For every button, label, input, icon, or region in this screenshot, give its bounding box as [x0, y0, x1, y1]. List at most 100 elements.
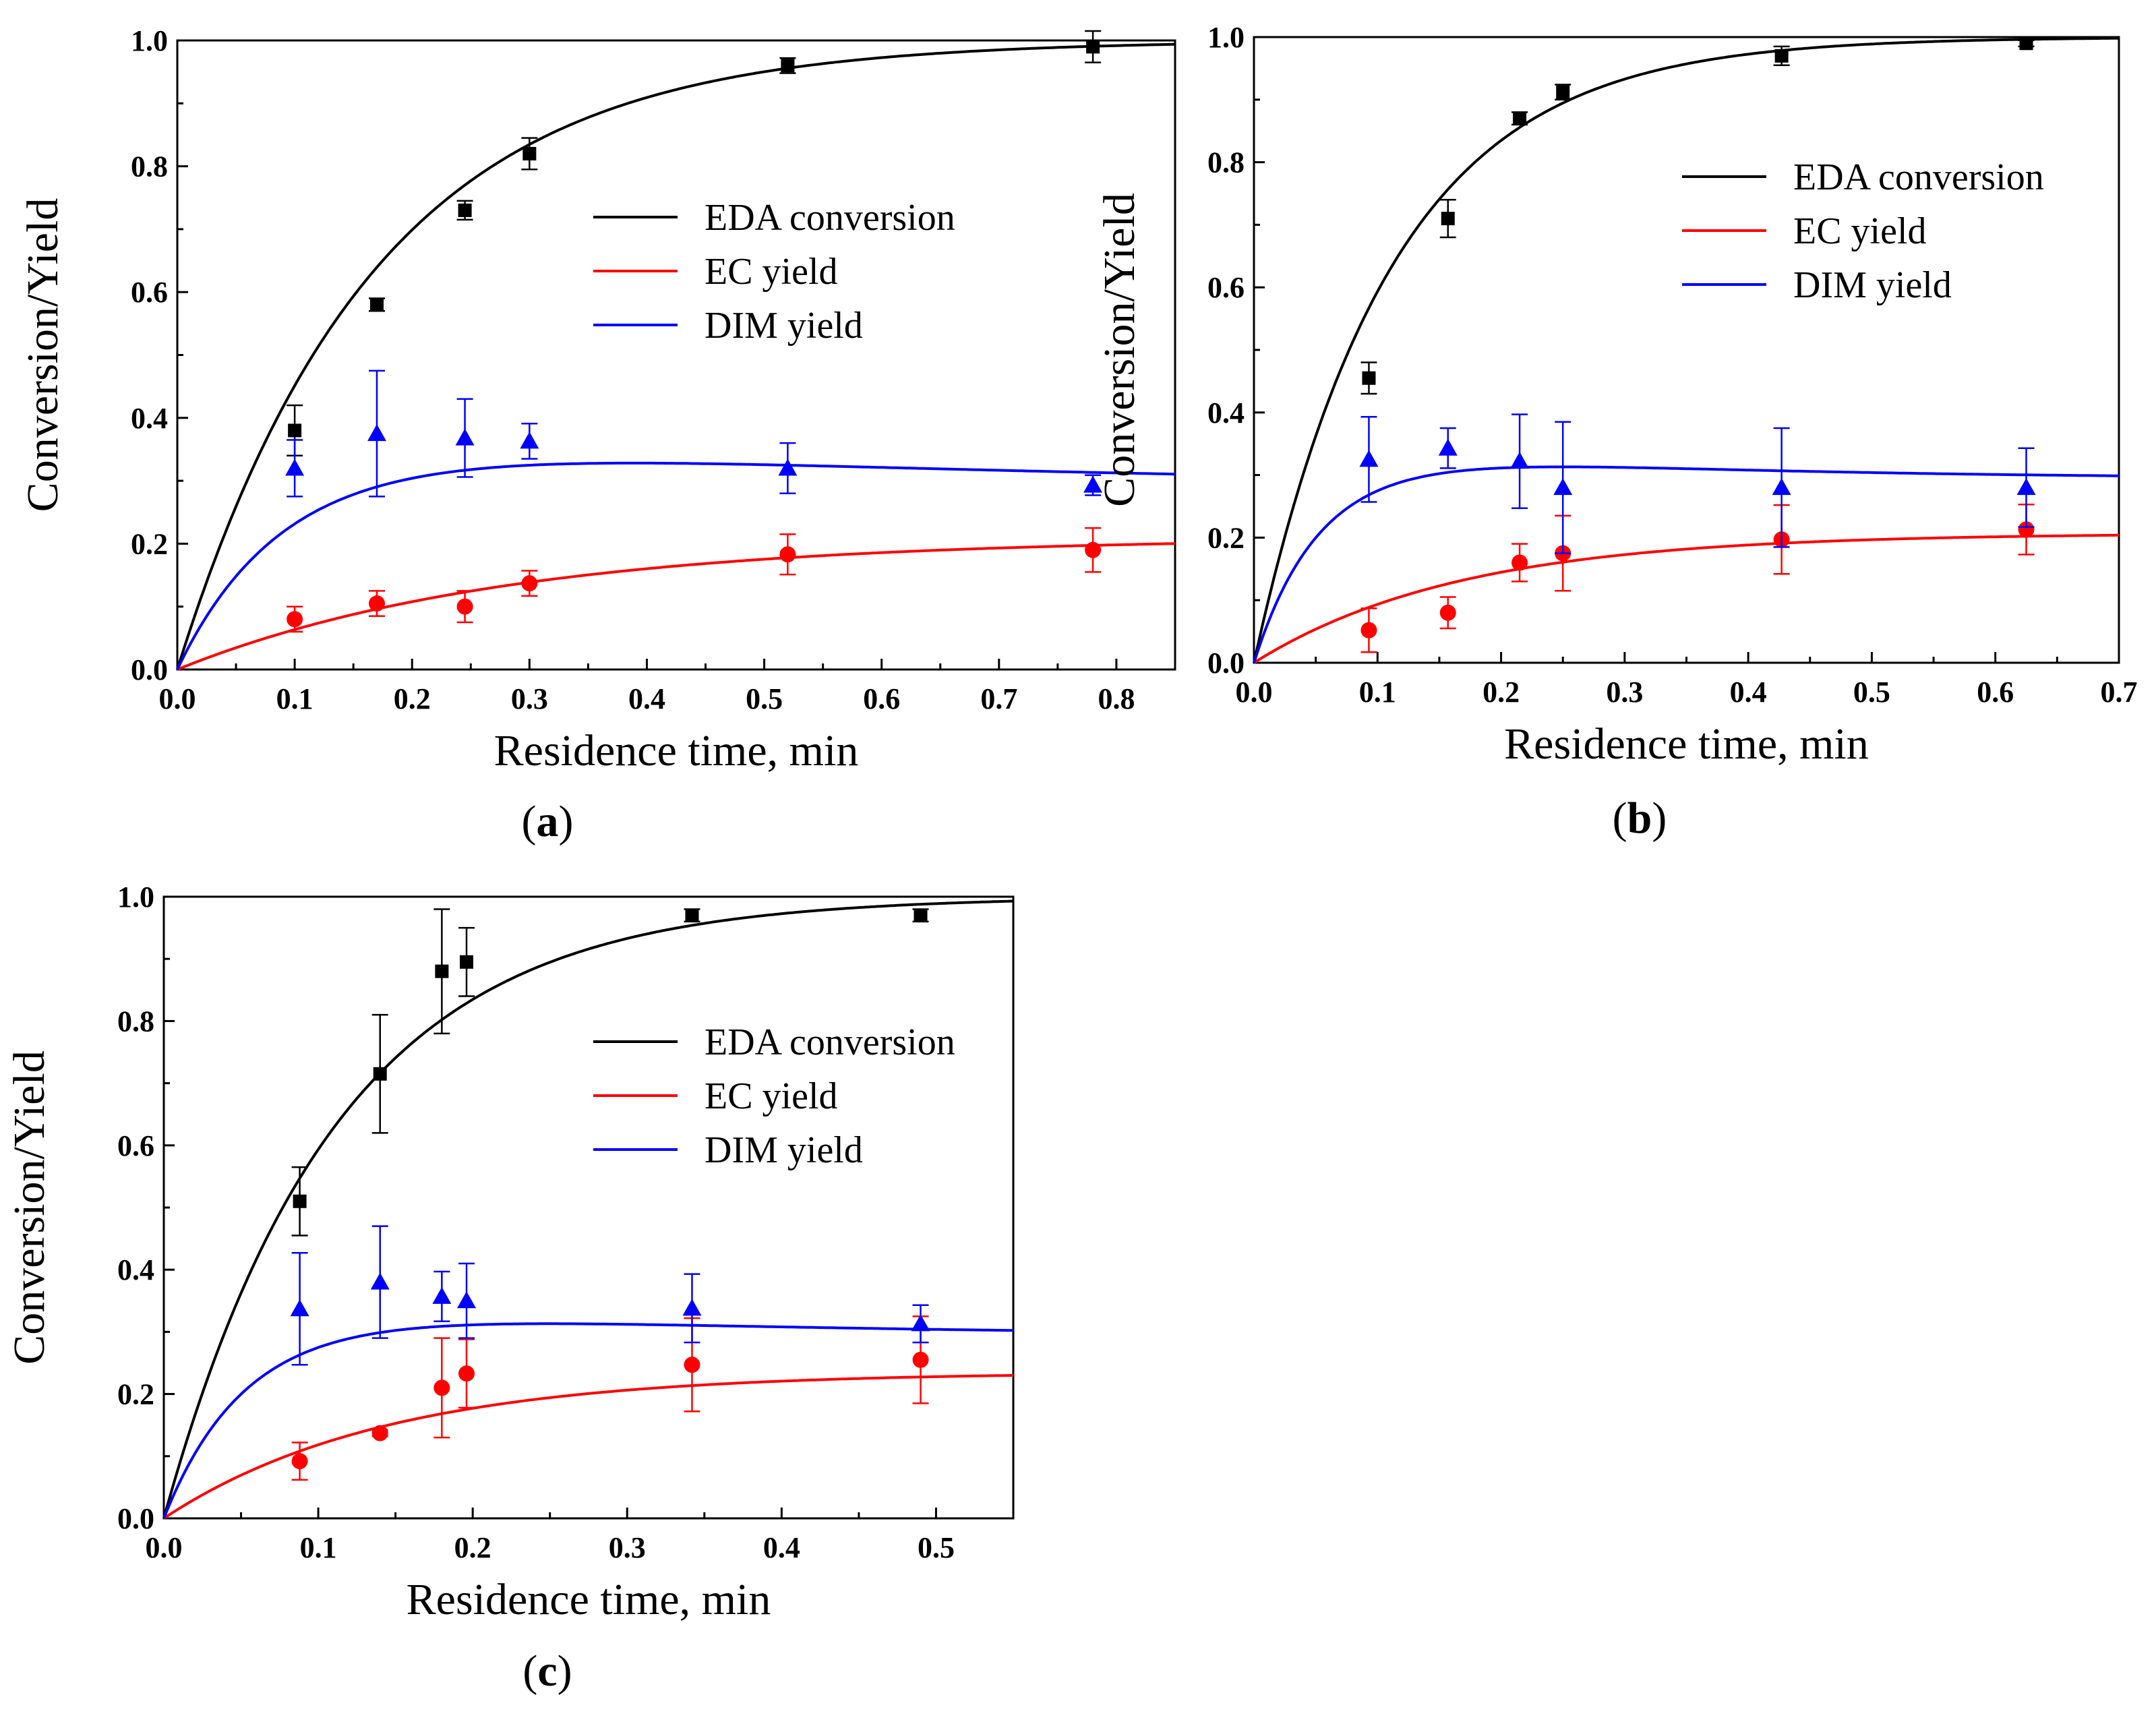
data-point-eda	[1441, 212, 1455, 226]
x-tick-label: 0.0	[159, 682, 196, 715]
data-point-eda	[293, 1194, 307, 1208]
data-point-eda	[2019, 36, 2033, 51]
y-tick-label: 0.4	[131, 402, 168, 435]
x-tick-label: 0.5	[918, 1531, 955, 1564]
data-point-dim	[367, 424, 386, 442]
panel-label-open-paren: (	[522, 797, 537, 846]
panel-label: (b)	[1613, 794, 1667, 843]
legend-label: EDA conversion	[1793, 156, 2044, 198]
x-tick-label: 0.1	[276, 682, 313, 715]
legend-item-ec: EC yield	[1682, 210, 1927, 252]
panel-label-letter: a	[537, 797, 559, 846]
data-point-dim	[520, 432, 539, 449]
x-tick-label: 0.5	[746, 682, 783, 715]
data-point-dim	[778, 458, 798, 476]
x-tick-label: 0.2	[394, 682, 431, 715]
plot-frame	[162, 895, 1015, 1520]
data-point-ec	[369, 595, 385, 612]
y-tick-label: 0.6	[117, 1129, 154, 1162]
legend-label: EDA conversion	[705, 1021, 955, 1063]
panel-c: 0.0 0.1 0.2 0.3 0.4 0.5 0.0 0.2 0.4 0.6 0.8 1.0 Resi…	[5, 881, 1015, 1696]
x-tick-label: 0.2	[454, 1531, 491, 1564]
fit-curve-dim	[176, 461, 1176, 670]
data-point-ec	[433, 1379, 450, 1396]
series-dim	[1253, 413, 2119, 663]
data-point-ec	[1511, 554, 1528, 571]
data-point-ec	[1085, 541, 1102, 558]
fit-curve-ec	[1253, 533, 2119, 664]
panel-label: (a)	[522, 797, 574, 846]
fit-curve-ec	[177, 542, 1176, 671]
x-tick-label: 0.7	[980, 682, 1017, 715]
data-point-eda	[373, 1067, 387, 1081]
data-point-ec	[779, 546, 796, 563]
fit-curve-eda	[162, 899, 1014, 1519]
series-dim	[162, 1225, 1014, 1519]
data-point-dim	[1083, 475, 1103, 493]
y-tick-label: 0.2	[117, 1378, 154, 1411]
y-tick-label: 0.8	[117, 1005, 154, 1038]
data-point-eda	[370, 297, 384, 311]
panel-label-letter: b	[1627, 794, 1652, 843]
x-tick-label: 0.3	[511, 682, 548, 715]
x-tick-label: 0.8	[1098, 682, 1135, 715]
data-point-eda	[288, 423, 302, 438]
data-point-eda	[685, 908, 699, 922]
x-tick-label: 0.4	[628, 682, 665, 715]
data-point-ec	[1439, 604, 1456, 621]
y-tick-label: 0.2	[131, 527, 168, 560]
legend-item-dim: DIM yield	[1682, 264, 1952, 306]
data-point-eda	[458, 203, 472, 217]
y-tick-label: 0.4	[117, 1253, 154, 1286]
legend-item-ec: EC yield	[593, 251, 838, 293]
fit-curve-dim	[162, 1322, 1014, 1519]
data-point-eda	[1362, 371, 1376, 385]
data-point-ec	[684, 1357, 700, 1373]
y-tick-label: 0.2	[1207, 521, 1245, 554]
x-tick-label: 0.6	[1977, 676, 2014, 709]
data-point-dim	[370, 1272, 390, 1290]
plot-frame	[1253, 36, 2120, 664]
data-point-eda	[1086, 40, 1100, 54]
data-point-dim	[285, 458, 305, 476]
series-eda	[162, 899, 1014, 1519]
data-point-ec	[287, 611, 303, 628]
data-point-dim	[1510, 452, 1530, 469]
fit-curve-ec	[162, 1373, 1014, 1520]
y-tick-label: 0.0	[117, 1502, 154, 1535]
data-point-eda	[460, 955, 474, 969]
data-point-ec	[521, 575, 538, 592]
panel-a: 0.0 0.1 0.2 0.3 0.4 0.5 0.6 0.7 0.8 0.0 0.2 0.4 0.6 0…	[18, 24, 1176, 846]
legend-label: EC yield	[1793, 210, 1927, 252]
plot-frame	[176, 39, 1176, 671]
y-axis-title: Conversion/Yield	[18, 198, 67, 512]
data-point-dim	[455, 428, 475, 446]
legend-label: EDA conversion	[705, 197, 955, 239]
panel-label-close-paren: )	[559, 797, 574, 846]
legend-label: EC yield	[705, 251, 838, 293]
data-point-eda	[522, 146, 537, 160]
legend-item-eda: EDA conversion	[593, 1021, 955, 1063]
x-axis-title: Residence time, min	[1504, 719, 1869, 769]
x-tick-label: 0.2	[1483, 676, 1520, 709]
fit-curve-eda	[176, 42, 1176, 670]
data-point-dim	[457, 1291, 477, 1309]
data-point-ec	[2018, 521, 2035, 538]
x-axis-title: Residence time, min	[407, 1575, 771, 1624]
legend-item-eda: EDA conversion	[593, 197, 955, 239]
y-tick-label: 0.8	[131, 150, 168, 183]
y-axis-title: Conversion/Yield	[1095, 193, 1144, 507]
data-point-dim	[911, 1314, 930, 1332]
data-point-ec	[456, 598, 473, 615]
data-point-ec	[291, 1453, 308, 1470]
series-dim	[176, 369, 1176, 670]
x-tick-label: 0.3	[609, 1531, 646, 1564]
y-tick-label: 1.0	[131, 24, 168, 57]
series-eda	[176, 30, 1176, 670]
data-point-dim	[682, 1299, 702, 1316]
data-point-eda	[781, 59, 795, 73]
legend-item-ec: EC yield	[593, 1075, 838, 1117]
panel-b: 0.0 0.1 0.2 0.3 0.4 0.5 0.6 0.7 0.0 0.2 0.4 0.6 0.8 1…	[1095, 21, 2138, 843]
data-point-ec	[1360, 622, 1377, 638]
